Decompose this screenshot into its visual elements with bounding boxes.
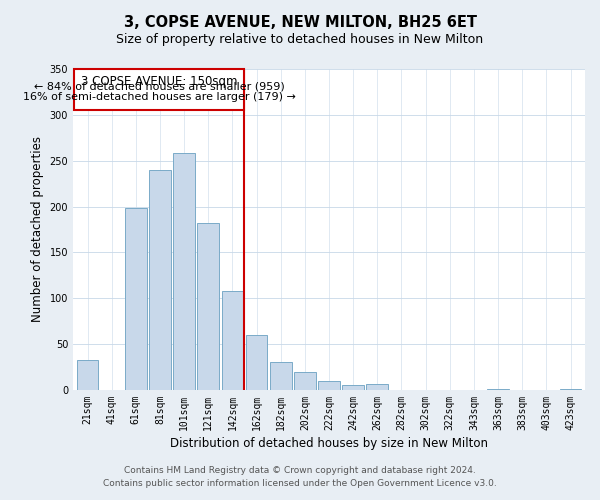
Bar (173, 154, 195, 390)
Bar (149, 170, 171, 390)
Text: Size of property relative to detached houses in New Milton: Size of property relative to detached ho… (116, 32, 484, 46)
Bar (560, 389, 581, 390)
Bar (197, 223, 219, 390)
Bar (221, 291, 243, 390)
X-axis label: Distribution of detached houses by size in New Milton: Distribution of detached houses by size … (170, 437, 488, 450)
Bar (342, 386, 364, 390)
Y-axis label: Number of detached properties: Number of detached properties (31, 136, 44, 322)
Bar (125, 208, 146, 390)
Bar (77, 360, 98, 390)
Text: ← 84% of detached houses are smaller (959): ← 84% of detached houses are smaller (95… (34, 82, 285, 92)
Bar (245, 335, 268, 390)
Text: Contains HM Land Registry data © Crown copyright and database right 2024.
Contai: Contains HM Land Registry data © Crown c… (103, 466, 497, 487)
Text: 3 COPSE AVENUE: 150sqm: 3 COPSE AVENUE: 150sqm (81, 74, 238, 88)
Bar (318, 381, 340, 390)
Text: 3, COPSE AVENUE, NEW MILTON, BH25 6ET: 3, COPSE AVENUE, NEW MILTON, BH25 6ET (124, 15, 476, 30)
Bar (294, 372, 316, 390)
FancyBboxPatch shape (74, 69, 244, 110)
Bar (367, 384, 388, 390)
Bar (270, 362, 292, 390)
Text: 16% of semi-detached houses are larger (179) →: 16% of semi-detached houses are larger (… (23, 92, 296, 102)
Bar (487, 389, 509, 390)
